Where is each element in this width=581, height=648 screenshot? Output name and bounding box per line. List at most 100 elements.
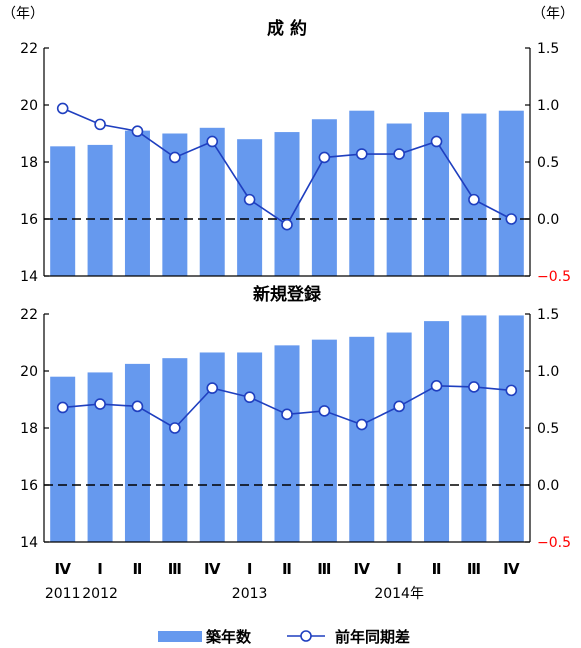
- yoy-diff-point: [56, 102, 69, 115]
- left-tick-label: 22: [20, 41, 38, 57]
- year-label: 2013: [232, 586, 268, 602]
- yoy-diff-point: [56, 401, 69, 414]
- left-tick-label: 20: [20, 98, 38, 114]
- bar: [50, 146, 76, 276]
- yoy-diff-point: [430, 380, 443, 392]
- yoy-diff-point: [94, 118, 106, 131]
- quarter-label: Ⅲ: [168, 560, 182, 578]
- right-tick-label: 0.0: [537, 478, 559, 494]
- left-tick-label: 14: [20, 535, 38, 551]
- yoy-diff-point: [393, 400, 405, 413]
- bar: [386, 123, 412, 277]
- left-tick-label: 22: [20, 307, 38, 323]
- left-tick-label: 20: [20, 364, 38, 380]
- right-tick-label: −0.5: [537, 269, 571, 285]
- x-axis-labels: Ⅳ Ⅰ Ⅱ Ⅲ Ⅳ Ⅰ Ⅱ Ⅲ Ⅳ Ⅰ Ⅱ Ⅲ Ⅳ 2011 2012 2013 2014年: [45, 560, 520, 602]
- left-tick-label: 18: [20, 155, 38, 171]
- yoy-diff-point: [355, 148, 368, 160]
- legend-bar-swatch: [158, 631, 202, 642]
- quarter-label: Ⅳ: [354, 560, 371, 578]
- bar: [50, 376, 76, 542]
- bar: [349, 336, 375, 542]
- year-label: 2011: [45, 586, 81, 602]
- quarter-label: Ⅰ: [396, 560, 402, 578]
- chart-panels: 14 16 18 20 22 −0.5 0.0 0.5 1.0 1.5 成 約 14 16 18 20 22 −…: [20, 18, 571, 551]
- right-tick-label: 0.5: [537, 421, 559, 437]
- yoy-diff-point: [318, 405, 331, 417]
- bar: [424, 321, 450, 542]
- chart-panel-2: 14 16 18 20 22 −0.5 0.0 0.5 1.0 1.5 新規登録: [20, 284, 571, 551]
- bar: [311, 339, 337, 542]
- bar: [311, 119, 337, 276]
- quarter-label: Ⅰ: [247, 560, 253, 578]
- yoy-diff-point: [131, 125, 144, 138]
- chart-panel-1: 14 16 18 20 22 −0.5 0.0 0.5 1.0 1.5 成 約: [20, 18, 571, 285]
- right-tick-label: 0.5: [537, 155, 559, 171]
- right-axis-unit: （年）: [532, 6, 574, 22]
- year-label: 2014年: [374, 586, 424, 602]
- yoy-diff-point: [468, 193, 480, 206]
- bar: [498, 315, 524, 542]
- yoy-diff-point: [355, 418, 368, 431]
- panel-title: 新規登録: [253, 284, 322, 305]
- quarter-label: Ⅳ: [503, 560, 520, 578]
- yoy-diff-point: [505, 384, 518, 397]
- bar: [274, 132, 300, 276]
- bar: [162, 358, 188, 542]
- legend: 築年数 前年同期差: [158, 628, 410, 646]
- yoy-diff-point: [281, 218, 293, 231]
- quarter-label: Ⅲ: [317, 560, 331, 578]
- legend-line-label: 前年同期差: [335, 628, 410, 646]
- yoy-diff-point: [281, 408, 293, 421]
- yoy-diff-point: [243, 391, 256, 404]
- right-tick-label: −0.5: [537, 535, 571, 551]
- quarter-label: Ⅳ: [204, 560, 221, 578]
- bar: [87, 372, 113, 542]
- yoy-diff-point: [468, 381, 480, 393]
- bar: [124, 130, 150, 276]
- yoy-diff-point: [243, 193, 256, 206]
- right-tick-label: 1.0: [537, 98, 559, 114]
- yoy-diff-point: [505, 213, 518, 225]
- legend-line-marker: [300, 630, 312, 642]
- bar: [237, 352, 263, 542]
- yoy-diff-point: [430, 135, 443, 148]
- bar: [199, 127, 225, 276]
- quarter-label: Ⅳ: [54, 560, 71, 578]
- right-tick-label: 0.0: [537, 212, 559, 228]
- quarter-label: Ⅰ: [97, 560, 103, 578]
- left-tick-label: 14: [20, 269, 38, 285]
- yoy-diff-point: [318, 151, 331, 164]
- right-tick-label: 1.5: [537, 41, 559, 57]
- quarter-label: Ⅱ: [432, 560, 442, 578]
- year-label: 2012: [82, 586, 118, 602]
- quarter-label: Ⅲ: [467, 560, 481, 578]
- quarter-label: Ⅱ: [133, 560, 143, 578]
- left-axis-unit: （年）: [2, 6, 44, 22]
- yoy-diff-point: [131, 400, 144, 413]
- yoy-diff-point: [169, 151, 181, 164]
- right-tick-label: 1.5: [537, 307, 559, 323]
- yoy-diff-point: [393, 148, 405, 160]
- right-tick-label: 1.0: [537, 364, 559, 380]
- bar: [237, 139, 263, 276]
- panel-title: 成 約: [267, 18, 307, 39]
- bar: [386, 332, 412, 542]
- bar: [349, 110, 375, 276]
- yoy-diff-point: [206, 135, 219, 148]
- yoy-diff-point: [169, 422, 181, 434]
- yoy-diff-point: [94, 398, 106, 410]
- bar: [274, 345, 300, 542]
- left-tick-label: 16: [20, 212, 38, 228]
- bar: [461, 315, 487, 542]
- left-tick-label: 16: [20, 478, 38, 494]
- yoy-diff-point: [206, 382, 219, 394]
- quarter-label: Ⅱ: [282, 560, 292, 578]
- bar: [498, 110, 524, 276]
- left-tick-label: 18: [20, 421, 38, 437]
- legend-bar-label: 築年数: [205, 628, 252, 646]
- bar: [124, 363, 150, 542]
- bar: [199, 352, 225, 542]
- bar: [87, 144, 113, 276]
